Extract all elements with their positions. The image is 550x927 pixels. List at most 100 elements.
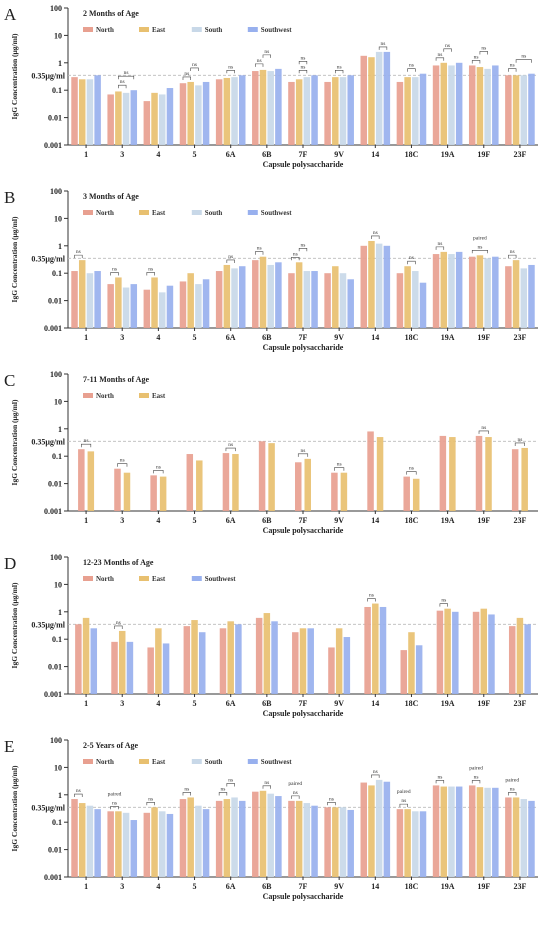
x-tick-label: 7F bbox=[299, 516, 308, 525]
significance-label: ns bbox=[257, 246, 262, 252]
significance-bracket bbox=[153, 470, 164, 474]
significance-bracket bbox=[435, 57, 445, 61]
bar-north-6a bbox=[215, 800, 223, 877]
bar-southwest-9v bbox=[347, 809, 354, 877]
bar-east-7f bbox=[304, 458, 311, 511]
y-tick-label: 10 bbox=[54, 763, 62, 772]
panel-letter: A bbox=[4, 5, 17, 24]
x-axis-title: Capsule polysaccharide bbox=[263, 709, 344, 718]
bar-east-7f bbox=[295, 262, 303, 328]
bar-north-19a bbox=[432, 254, 440, 328]
legend-swatch-east bbox=[139, 210, 149, 215]
y-tick-label: 0.1 bbox=[52, 818, 62, 827]
bar-southwest-18c bbox=[415, 645, 423, 694]
bar-east-7f bbox=[295, 800, 303, 877]
y-tick-label: 0.1 bbox=[52, 635, 62, 644]
legend-swatch-southwest bbox=[247, 27, 258, 32]
bar-east-23f bbox=[512, 75, 520, 145]
significance-label: ns bbox=[510, 786, 515, 792]
x-tick-label: 19A bbox=[441, 882, 455, 891]
y-tick-label: 0.01 bbox=[48, 663, 62, 672]
bar-east-18c bbox=[408, 632, 415, 694]
legend-label-south: South bbox=[205, 209, 223, 217]
significance-label: paired bbox=[288, 781, 302, 787]
x-tick-label: 19F bbox=[477, 516, 490, 525]
bar-east-14 bbox=[368, 240, 375, 328]
bar-east-19f bbox=[485, 437, 492, 511]
x-tick-label: 4 bbox=[156, 150, 160, 159]
y-tick-label: 1 bbox=[58, 242, 62, 251]
bar-north-3 bbox=[111, 641, 118, 694]
panel-letter: C bbox=[4, 371, 15, 390]
significance-label: ns bbox=[409, 255, 414, 261]
significance-label: ns bbox=[192, 62, 197, 68]
significance-label: paired bbox=[469, 765, 483, 771]
bar-southwest-3 bbox=[130, 820, 138, 877]
x-tick-label: 14 bbox=[371, 882, 379, 891]
significance-bracket bbox=[117, 463, 128, 467]
y-tick-label: 0.01 bbox=[48, 480, 62, 489]
significance-label: ns bbox=[437, 241, 442, 247]
significance-label: paired bbox=[505, 777, 519, 783]
bar-south-1 bbox=[86, 805, 94, 877]
significance-label: ns bbox=[477, 244, 482, 250]
y-tick-label: 100 bbox=[50, 553, 62, 562]
chart-title: 2-5 Years of Age bbox=[83, 741, 138, 750]
significance-label: ns bbox=[481, 425, 486, 431]
x-tick-label: 6B bbox=[262, 699, 272, 708]
x-tick-label: 6B bbox=[262, 882, 272, 891]
panel-letter: E bbox=[4, 737, 14, 756]
bar-southwest-23f bbox=[528, 800, 535, 877]
y-tick-label: 1 bbox=[58, 608, 62, 617]
bar-east-9v bbox=[340, 472, 348, 511]
significance-label: ns bbox=[301, 64, 306, 70]
bar-north-4 bbox=[150, 475, 157, 511]
x-tick-label: 14 bbox=[371, 516, 379, 525]
bar-north-9v bbox=[331, 472, 338, 511]
bar-south-18c bbox=[412, 811, 419, 877]
significance-label: ns bbox=[445, 43, 450, 49]
bar-east-18c bbox=[404, 809, 411, 877]
significance-bracket bbox=[226, 69, 235, 74]
bar-north-9v bbox=[328, 647, 335, 694]
significance-bracket bbox=[406, 471, 417, 475]
bar-east-23f bbox=[516, 617, 524, 694]
x-tick-label: 19F bbox=[477, 882, 490, 891]
bar-southwest-6a bbox=[238, 800, 246, 877]
bar-southwest-3 bbox=[130, 90, 138, 145]
significance-label: ns bbox=[228, 254, 233, 260]
bar-east-6b bbox=[259, 790, 267, 877]
chart-panel-e: E IgG Concentration (μg/ml) 100 10 1 0.1 0.01 0… bbox=[4, 736, 538, 901]
bar-southwest-6a bbox=[238, 266, 246, 328]
bar-southwest-19a bbox=[452, 611, 459, 694]
bar-east-19f bbox=[476, 67, 484, 145]
bar-southwest-14 bbox=[383, 245, 391, 328]
legend-swatch-north bbox=[83, 27, 93, 32]
significance-bracket bbox=[291, 256, 300, 261]
bar-east-3 bbox=[115, 91, 122, 145]
significance-bracket bbox=[435, 246, 445, 250]
significance-bracket bbox=[508, 792, 517, 796]
significance-bracket bbox=[439, 603, 448, 607]
bar-east-5 bbox=[196, 460, 203, 511]
bar-east-7f bbox=[295, 79, 303, 145]
bar-east-4 bbox=[151, 92, 158, 145]
bar-north-7f bbox=[288, 273, 295, 328]
x-tick-label: 19A bbox=[441, 699, 455, 708]
significance-bracket bbox=[254, 63, 264, 67]
bar-southwest-19a bbox=[455, 251, 463, 328]
legend-label-south: South bbox=[205, 758, 223, 766]
threshold-label: 0.35μg/ml bbox=[31, 71, 65, 80]
significance-label: ns bbox=[148, 796, 153, 802]
significance-bracket bbox=[508, 68, 517, 72]
significance-bracket bbox=[110, 805, 119, 810]
bar-east-5 bbox=[187, 273, 194, 328]
bar-east-19a bbox=[440, 62, 448, 145]
x-tick-label: 19F bbox=[477, 699, 490, 708]
legend-label-north: North bbox=[96, 26, 114, 34]
bar-north-6a bbox=[219, 628, 227, 694]
significance-label: ns bbox=[437, 774, 442, 780]
bar-north-14 bbox=[364, 606, 371, 694]
